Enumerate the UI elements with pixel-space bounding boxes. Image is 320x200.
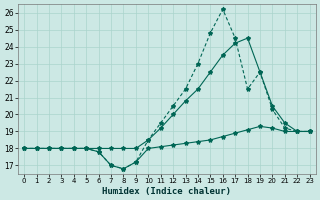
X-axis label: Humidex (Indice chaleur): Humidex (Indice chaleur)	[102, 187, 231, 196]
